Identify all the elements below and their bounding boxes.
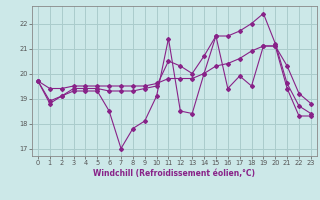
X-axis label: Windchill (Refroidissement éolien,°C): Windchill (Refroidissement éolien,°C) bbox=[93, 169, 255, 178]
